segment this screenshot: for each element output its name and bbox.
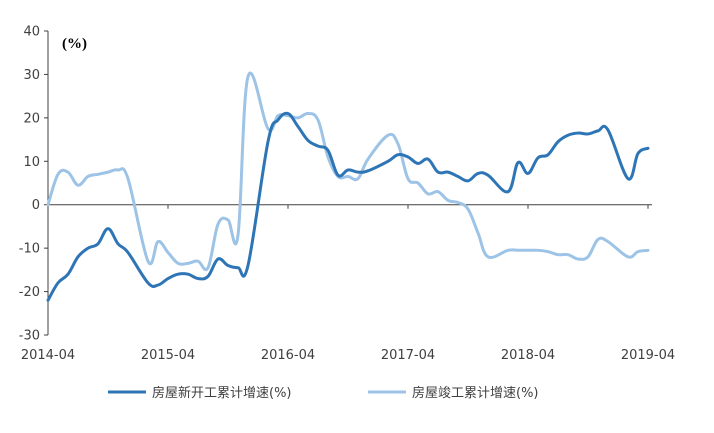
x-tick-label: 2015-04 [141, 348, 195, 363]
x-tick-label: 2014-04 [21, 348, 75, 363]
axes-layer: -30 -20 -10 0 10 20 30 40 2014-04 2015-04 2016-04 2… [19, 25, 675, 364]
legend-label-1: 房屋新开工累计增速(%) [152, 385, 292, 401]
y-tick-label: -10 [19, 242, 40, 257]
series-line-1 [46, 111, 650, 302]
y-tick-label: 30 [23, 68, 40, 83]
y-tick-label: 0 [32, 198, 40, 213]
legend: 房屋新开工累计增速(%) 房屋竣工累计增速(%) [108, 385, 539, 401]
x-tick-label: 2017-04 [381, 348, 435, 363]
series-layer [46, 71, 650, 302]
x-tick-label: 2016-04 [261, 348, 315, 363]
y-tick-label: -30 [19, 329, 40, 344]
y-tick-label: 10 [23, 155, 40, 170]
legend-label-2: 房屋竣工累计增速(%) [412, 385, 539, 401]
unit-label: (%) [62, 36, 87, 52]
x-tick-label: 2018-04 [501, 348, 555, 363]
x-tick-label: 2019-04 [621, 348, 675, 363]
y-tick-label: 20 [23, 111, 40, 126]
y-tick-label: 40 [23, 25, 40, 40]
y-tick-label: -20 [19, 285, 40, 300]
